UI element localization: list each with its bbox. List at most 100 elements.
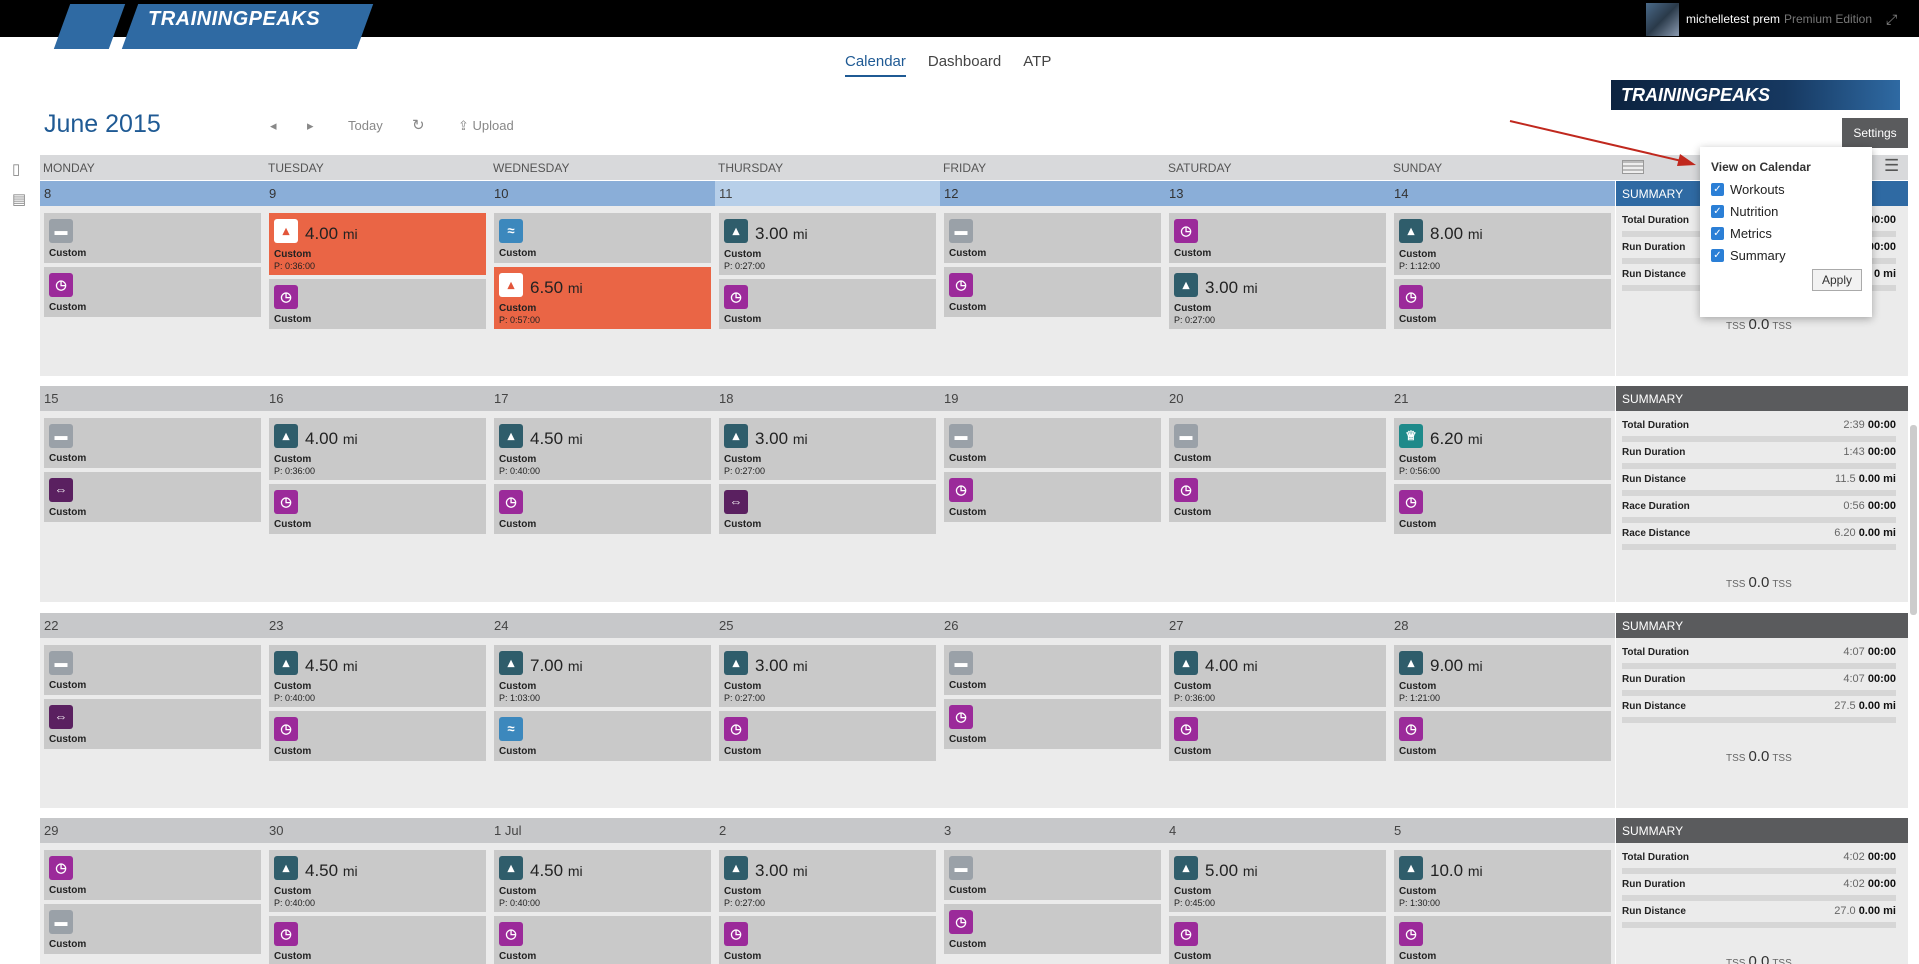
day-cell[interactable]: 5 ▴ 10.0 mi Custom P: 1:30:00 ◷ Custom [1390, 818, 1615, 964]
workout-card[interactable]: ◷ Custom [1169, 916, 1386, 964]
workout-card[interactable]: ▬ Custom [944, 418, 1161, 468]
workout-card[interactable]: ▴ 7.00 mi Custom P: 1:03:00 [494, 645, 711, 707]
day-cell[interactable]: 22 ▬ Custom ⇔ Custom [40, 613, 265, 808]
workout-card[interactable]: ▴ 3.00 mi Custom P: 0:27:00 [719, 213, 936, 275]
workout-card[interactable]: ◷ Custom [269, 484, 486, 534]
checkbox[interactable]: ✓ [1711, 205, 1724, 218]
day-cell[interactable]: 14 ▴ 8.00 mi Custom P: 1:12:00 ◷ Custom [1390, 181, 1615, 376]
settings-option-summary[interactable]: ✓ Summary [1711, 248, 1861, 263]
workout-card[interactable]: ◷ Custom [944, 267, 1161, 317]
notes-icon[interactable]: ▤ [12, 191, 27, 208]
workout-card[interactable]: ◷ Custom [1394, 279, 1611, 329]
workout-card[interactable]: ▬ Custom [1169, 418, 1386, 468]
day-cell[interactable]: 12 ▬ Custom ◷ Custom [940, 181, 1165, 376]
workout-card[interactable]: ▬ Custom [44, 418, 261, 468]
checkbox[interactable]: ✓ [1711, 249, 1724, 262]
chevron-left-icon[interactable]: ◂ [270, 118, 277, 133]
chevron-right-icon[interactable]: ▸ [307, 118, 314, 133]
workout-card[interactable]: ▴ 4.00 mi Custom P: 0:36:00 [1169, 645, 1386, 707]
workout-card[interactable]: ▴ 3.00 mi Custom P: 0:27:00 [719, 418, 936, 480]
workout-card[interactable]: ▴ 8.00 mi Custom P: 1:12:00 [1394, 213, 1611, 275]
day-cell[interactable]: 28 ▴ 9.00 mi Custom P: 1:21:00 ◷ Custom [1390, 613, 1615, 808]
checkbox[interactable]: ✓ [1711, 227, 1724, 240]
workout-card[interactable]: ⇔ Custom [719, 484, 936, 534]
workout-card[interactable]: ⇔ Custom [44, 699, 261, 749]
workout-card[interactable]: ▴ 4.50 mi Custom P: 0:40:00 [269, 645, 486, 707]
workout-card[interactable]: ◷ Custom [494, 916, 711, 964]
workout-card[interactable]: ♕ 6.20 mi Custom P: 0:56:00 [1394, 418, 1611, 480]
workout-card[interactable]: ▴ 4.00 mi Custom P: 0:36:00 [269, 418, 486, 480]
workout-card[interactable]: ▬ Custom [44, 213, 261, 263]
workout-card[interactable]: ◷ Custom [44, 850, 261, 900]
workout-card[interactable]: ◷ Custom [944, 699, 1161, 749]
day-cell[interactable]: 27 ▴ 4.00 mi Custom P: 0:36:00 ◷ Custom [1165, 613, 1390, 808]
workout-card[interactable]: ◷ Custom [1394, 711, 1611, 761]
workout-card[interactable]: ◷ Custom [719, 916, 936, 964]
tab-dashboard[interactable]: Dashboard [927, 53, 1002, 70]
workout-card[interactable]: ▬ Custom [44, 904, 261, 954]
settings-button[interactable]: Settings [1842, 118, 1908, 148]
day-cell[interactable]: 26 ▬ Custom ◷ Custom [940, 613, 1165, 808]
workout-card[interactable]: ▴ 5.00 mi Custom P: 0:45:00 [1169, 850, 1386, 912]
workout-card[interactable]: ◷ Custom [1394, 916, 1611, 964]
upload-button[interactable]: ⇪ Upload [458, 118, 514, 134]
workout-card[interactable]: ▴ 4.50 mi Custom P: 0:40:00 [269, 850, 486, 912]
day-cell[interactable]: 10 ≈ Custom ▴ 6.50 mi Custom P: 0:57:00 [490, 181, 715, 376]
workout-card[interactable]: ▬ Custom [944, 213, 1161, 263]
day-cell[interactable]: 17 ▴ 4.50 mi Custom P: 0:40:00 ◷ Custom [490, 386, 715, 602]
day-cell[interactable]: 4 ▴ 5.00 mi Custom P: 0:45:00 ◷ Custom [1165, 818, 1390, 964]
workout-card[interactable]: ◷ Custom [269, 279, 486, 329]
day-cell[interactable]: 1 Jul ▴ 4.50 mi Custom P: 0:40:00 ◷ Custom [490, 818, 715, 964]
workout-card[interactable]: ◷ Custom [1169, 711, 1386, 761]
workout-card[interactable]: ▴ 3.00 mi Custom P: 0:27:00 [719, 645, 936, 707]
workout-card[interactable]: ◷ Custom [944, 904, 1161, 954]
workout-card[interactable]: ▴ 3.00 mi Custom P: 0:27:00 [719, 850, 936, 912]
tab-atp[interactable]: ATP [1023, 53, 1052, 70]
day-cell[interactable]: 8 ▬ Custom ◷ Custom [40, 181, 265, 376]
day-cell[interactable]: 19 ▬ Custom ◷ Custom [940, 386, 1165, 602]
settings-option-metrics[interactable]: ✓ Metrics [1711, 226, 1861, 241]
day-cell[interactable]: 20 ▬ Custom ◷ Custom [1165, 386, 1390, 602]
workout-card[interactable]: ◷ Custom [719, 711, 936, 761]
expand-icon[interactable]: ⤢ [1886, 11, 1898, 27]
day-cell[interactable]: 18 ▴ 3.00 mi Custom P: 0:27:00 ⇔ Custom [715, 386, 940, 602]
workout-card[interactable]: ▴ 4.50 mi Custom P: 0:40:00 [494, 418, 711, 480]
workout-card[interactable]: ⇔ Custom [44, 472, 261, 522]
checkbox[interactable]: ✓ [1711, 183, 1724, 196]
day-cell[interactable]: 13 ◷ Custom ▴ 3.00 mi Custom P: 0:27:00 [1165, 181, 1390, 376]
workout-card[interactable]: ▴ 6.50 mi Custom P: 0:57:00 [494, 267, 711, 329]
workout-card[interactable]: ◷ Custom [1169, 472, 1386, 522]
day-cell[interactable]: 16 ▴ 4.00 mi Custom P: 0:36:00 ◷ Custom [265, 386, 490, 602]
tab-calendar[interactable]: Calendar [845, 53, 906, 77]
apply-button[interactable]: Apply [1811, 269, 1862, 291]
workout-card[interactable]: ◷ Custom [269, 711, 486, 761]
workout-card[interactable]: ◷ Custom [494, 484, 711, 534]
workout-card[interactable]: ◷ Custom [1169, 213, 1386, 263]
day-cell[interactable]: 30 ▴ 4.50 mi Custom P: 0:40:00 ◷ Custom [265, 818, 490, 964]
day-cell[interactable]: 15 ▬ Custom ⇔ Custom [40, 386, 265, 602]
day-cell[interactable]: 3 ▬ Custom ◷ Custom [940, 818, 1165, 964]
workout-card[interactable]: ▴ 9.00 mi Custom P: 1:21:00 [1394, 645, 1611, 707]
day-cell[interactable]: 9 ▴ 4.00 mi Custom P: 0:36:00 ◷ Custom [265, 181, 490, 376]
workout-card[interactable]: ▬ Custom [944, 850, 1161, 900]
app-logo[interactable]: TRAININGPEAKS [148, 8, 321, 30]
workout-card[interactable]: ▴ 4.00 mi Custom P: 0:36:00 [269, 213, 486, 275]
today-button[interactable]: Today [348, 118, 383, 133]
day-cell[interactable]: 2 ▴ 3.00 mi Custom P: 0:27:00 ◷ Custom [715, 818, 940, 964]
workout-card[interactable]: ≈ Custom [494, 711, 711, 761]
day-cell[interactable]: 21 ♕ 6.20 mi Custom P: 0:56:00 ◷ Custom [1390, 386, 1615, 602]
day-cell[interactable]: 24 ▴ 7.00 mi Custom P: 1:03:00 ≈ Custom [490, 613, 715, 808]
workout-card[interactable]: ◷ Custom [944, 472, 1161, 522]
workout-card[interactable]: ▬ Custom [44, 645, 261, 695]
scrollbar[interactable] [1910, 425, 1917, 615]
workout-card[interactable]: ▴ 3.00 mi Custom P: 0:27:00 [1169, 267, 1386, 329]
day-cell[interactable]: 11 ▴ 3.00 mi Custom P: 0:27:00 ◷ Custom [715, 181, 940, 376]
library-icon[interactable]: ▯ [12, 161, 21, 178]
workout-card[interactable]: ◷ Custom [1394, 484, 1611, 534]
workout-card[interactable]: ◷ Custom [269, 916, 486, 964]
day-cell[interactable]: 25 ▴ 3.00 mi Custom P: 0:27:00 ◷ Custom [715, 613, 940, 808]
day-cell[interactable]: 29 ◷ Custom ▬ Custom [40, 818, 265, 964]
workout-card[interactable]: ▴ 10.0 mi Custom P: 1:30:00 [1394, 850, 1611, 912]
user-name[interactable]: michelletest prem [1686, 12, 1781, 26]
workout-card[interactable]: ≈ Custom [494, 213, 711, 263]
